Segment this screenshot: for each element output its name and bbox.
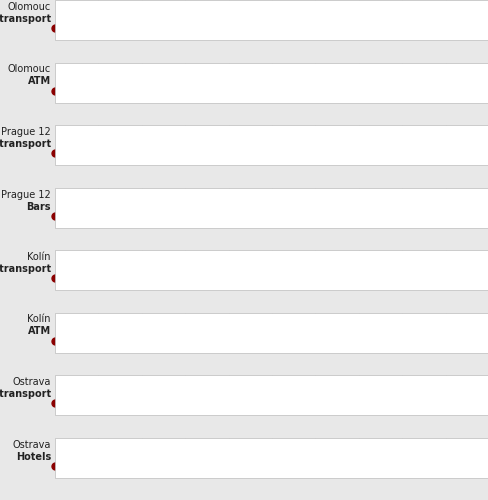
Text: Data: Data bbox=[466, 2, 488, 11]
Point bbox=[484, 212, 488, 220]
Text: 0: 0 bbox=[55, 326, 60, 336]
Point bbox=[188, 462, 196, 469]
Point bbox=[484, 336, 488, 344]
Point bbox=[484, 274, 488, 282]
Text: Min: Min bbox=[55, 252, 70, 261]
Text: Max: Max bbox=[198, 314, 215, 324]
Point bbox=[158, 274, 165, 282]
Point bbox=[51, 149, 59, 157]
Text: Ostrava: Ostrava bbox=[13, 440, 51, 450]
Point bbox=[484, 462, 488, 469]
Text: Min: Min bbox=[55, 190, 70, 198]
Text: Min: Min bbox=[55, 127, 70, 136]
Point bbox=[51, 462, 59, 469]
Point bbox=[265, 149, 273, 157]
Point bbox=[51, 274, 59, 282]
Text: 0: 0 bbox=[55, 452, 60, 460]
Text: Max: Max bbox=[85, 377, 102, 386]
Text: 0: 0 bbox=[55, 389, 60, 398]
Text: Olomouc: Olomouc bbox=[8, 64, 51, 74]
Text: 2.9: 2.9 bbox=[162, 264, 174, 273]
Point bbox=[484, 86, 488, 94]
Text: 0: 0 bbox=[55, 76, 60, 86]
Point bbox=[51, 24, 59, 32]
Text: Min: Min bbox=[55, 314, 70, 324]
Text: 9.1: 9.1 bbox=[473, 139, 488, 148]
Text: City transport: City transport bbox=[0, 389, 51, 399]
Text: Max: Max bbox=[140, 64, 157, 74]
Text: Prague 12: Prague 12 bbox=[1, 127, 51, 137]
Text: 16.7: 16.7 bbox=[468, 14, 488, 23]
Point bbox=[51, 212, 59, 220]
Text: 8.8: 8.8 bbox=[473, 326, 488, 336]
Text: 2.2: 2.2 bbox=[112, 14, 125, 23]
Point bbox=[51, 86, 59, 94]
Text: Min: Min bbox=[55, 64, 70, 74]
Text: City transport: City transport bbox=[0, 264, 51, 274]
Text: ATM: ATM bbox=[28, 76, 51, 86]
Text: Kolín: Kolín bbox=[27, 252, 51, 262]
Text: Min: Min bbox=[55, 377, 70, 386]
Text: 0: 0 bbox=[55, 139, 60, 148]
Point bbox=[484, 399, 488, 407]
Text: 11.8: 11.8 bbox=[468, 264, 488, 273]
Point bbox=[108, 24, 116, 32]
Point bbox=[265, 212, 273, 220]
Point bbox=[136, 86, 144, 94]
Text: Olomouc: Olomouc bbox=[8, 2, 51, 12]
Point bbox=[81, 399, 89, 407]
Text: 2.9: 2.9 bbox=[198, 326, 211, 336]
Text: 5.6: 5.6 bbox=[473, 76, 488, 86]
Text: Min: Min bbox=[55, 440, 70, 448]
Text: 4.5: 4.5 bbox=[269, 202, 282, 210]
Text: Data: Data bbox=[466, 440, 488, 448]
Text: Max: Max bbox=[269, 127, 286, 136]
Text: 1.9: 1.9 bbox=[473, 452, 488, 460]
Text: Data: Data bbox=[466, 252, 488, 261]
Text: ATM: ATM bbox=[28, 326, 51, 336]
Text: Ostrava: Ostrava bbox=[13, 377, 51, 387]
Text: Data: Data bbox=[466, 64, 488, 74]
Text: Hotels: Hotels bbox=[16, 452, 51, 462]
Text: Prague 12: Prague 12 bbox=[1, 190, 51, 200]
Text: 1.3: 1.3 bbox=[85, 389, 98, 398]
Text: Data: Data bbox=[466, 377, 488, 386]
Text: 18.8: 18.8 bbox=[468, 389, 488, 398]
Text: City transport: City transport bbox=[0, 139, 51, 149]
Text: 0: 0 bbox=[55, 264, 60, 273]
Text: 0: 0 bbox=[55, 202, 60, 210]
Text: Max: Max bbox=[112, 2, 129, 11]
Text: Data: Data bbox=[466, 127, 488, 136]
Text: 9.1: 9.1 bbox=[473, 202, 488, 210]
Point bbox=[51, 399, 59, 407]
Text: 0: 0 bbox=[55, 14, 60, 23]
Text: Kolín: Kolín bbox=[27, 314, 51, 324]
Text: 4.5: 4.5 bbox=[269, 139, 282, 148]
Text: Bars: Bars bbox=[26, 202, 51, 211]
Text: Max: Max bbox=[269, 190, 286, 198]
Point bbox=[484, 24, 488, 32]
Text: 0.6: 0.6 bbox=[192, 452, 205, 460]
Point bbox=[484, 149, 488, 157]
Point bbox=[51, 336, 59, 344]
Text: Data: Data bbox=[466, 314, 488, 324]
Text: Max: Max bbox=[192, 440, 209, 448]
Text: Max: Max bbox=[162, 252, 179, 261]
Text: City transport: City transport bbox=[0, 14, 51, 24]
Text: Data: Data bbox=[466, 190, 488, 198]
Text: Min: Min bbox=[55, 2, 70, 11]
Point bbox=[194, 336, 202, 344]
Text: 1.1: 1.1 bbox=[140, 76, 153, 86]
